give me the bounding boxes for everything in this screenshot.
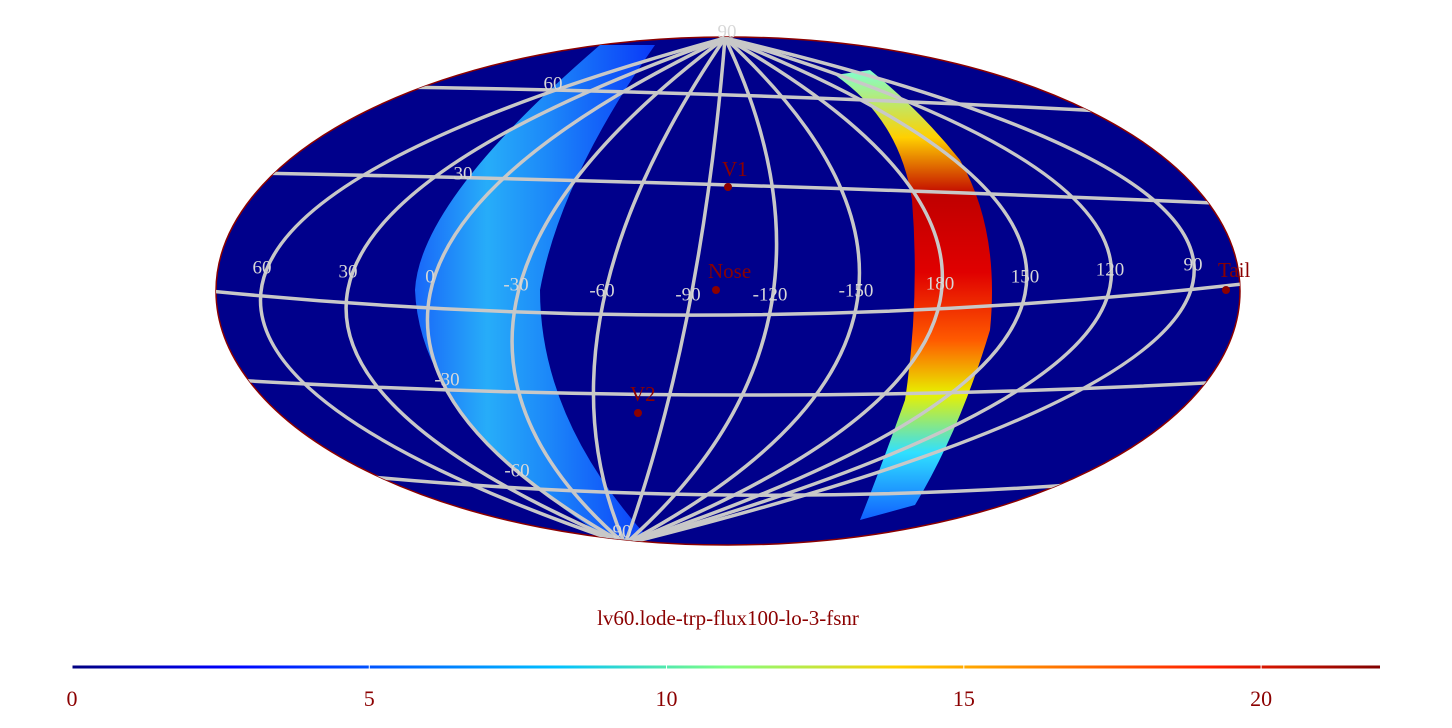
sky-background bbox=[215, 36, 1241, 546]
meridian bbox=[624, 37, 862, 545]
meridian-label: -30 bbox=[503, 274, 528, 295]
meridian bbox=[258, 37, 726, 545]
meridian-label: 30 bbox=[339, 261, 358, 282]
meridian bbox=[623, 37, 779, 545]
colorbar-tick-label: 15 bbox=[953, 686, 975, 711]
colorbar-tick-label: 0 bbox=[67, 686, 78, 711]
marker-dot bbox=[634, 409, 642, 417]
parallel-label: -30 bbox=[434, 369, 459, 390]
colorbar bbox=[72, 665, 1380, 669]
marker-label: V2 bbox=[630, 382, 656, 406]
marker-dot bbox=[712, 286, 720, 294]
meridian-label: 150 bbox=[1011, 266, 1040, 287]
meridian-label: 120 bbox=[1096, 259, 1125, 280]
meridian bbox=[624, 37, 1196, 545]
colorbar-tick-label: 20 bbox=[1250, 686, 1272, 711]
meridian bbox=[623, 37, 727, 545]
parallel bbox=[216, 280, 1240, 317]
meridian bbox=[624, 37, 1114, 545]
parallel bbox=[216, 376, 1240, 397]
colorbar-ticks: 0 5 10 15 20 bbox=[67, 662, 1272, 711]
meridian-label: -90 bbox=[675, 284, 700, 305]
meridian-label: 60 bbox=[253, 257, 272, 278]
meridian bbox=[344, 37, 726, 545]
graticule-labels: 60 30 0 -30 -60 -90 -120 -150 180 150 120 90 90 60 30 -… bbox=[253, 21, 1203, 542]
parallel-label: 90 bbox=[613, 521, 632, 542]
markers: V1 Nose V2 Tail bbox=[630, 157, 1251, 417]
marker-label: V1 bbox=[722, 157, 748, 181]
marker-dot bbox=[724, 183, 732, 191]
meridian bbox=[425, 37, 726, 545]
meridian bbox=[591, 37, 727, 545]
meridian bbox=[510, 37, 727, 545]
parallel-label: 90 bbox=[718, 21, 737, 42]
map-title: lv60.lode-trp-flux100-lo-3-fsnr bbox=[597, 606, 859, 630]
colorbar-tick-label: 10 bbox=[656, 686, 678, 711]
meridian-label: -120 bbox=[753, 284, 788, 305]
parallel-label: 30 bbox=[454, 163, 473, 184]
hot-band bbox=[835, 70, 992, 520]
meridian-label: -60 bbox=[589, 280, 614, 301]
flux-bands bbox=[415, 45, 992, 540]
meridian-label: -150 bbox=[839, 280, 874, 301]
meridian bbox=[624, 37, 1029, 545]
meridian-label: 90 bbox=[1184, 254, 1203, 275]
parallel-label: -60 bbox=[504, 460, 529, 481]
blue-band bbox=[415, 45, 655, 540]
parallel-label: 60 bbox=[544, 73, 563, 94]
marker-label: Nose bbox=[708, 259, 751, 283]
marker-dot bbox=[1222, 286, 1230, 294]
meridian bbox=[624, 37, 945, 545]
meridian-label: 0 bbox=[425, 266, 435, 287]
marker-label: Tail bbox=[1218, 258, 1251, 282]
colorbar-tick-label: 5 bbox=[364, 686, 375, 711]
meridian-label: 180 bbox=[926, 273, 955, 294]
